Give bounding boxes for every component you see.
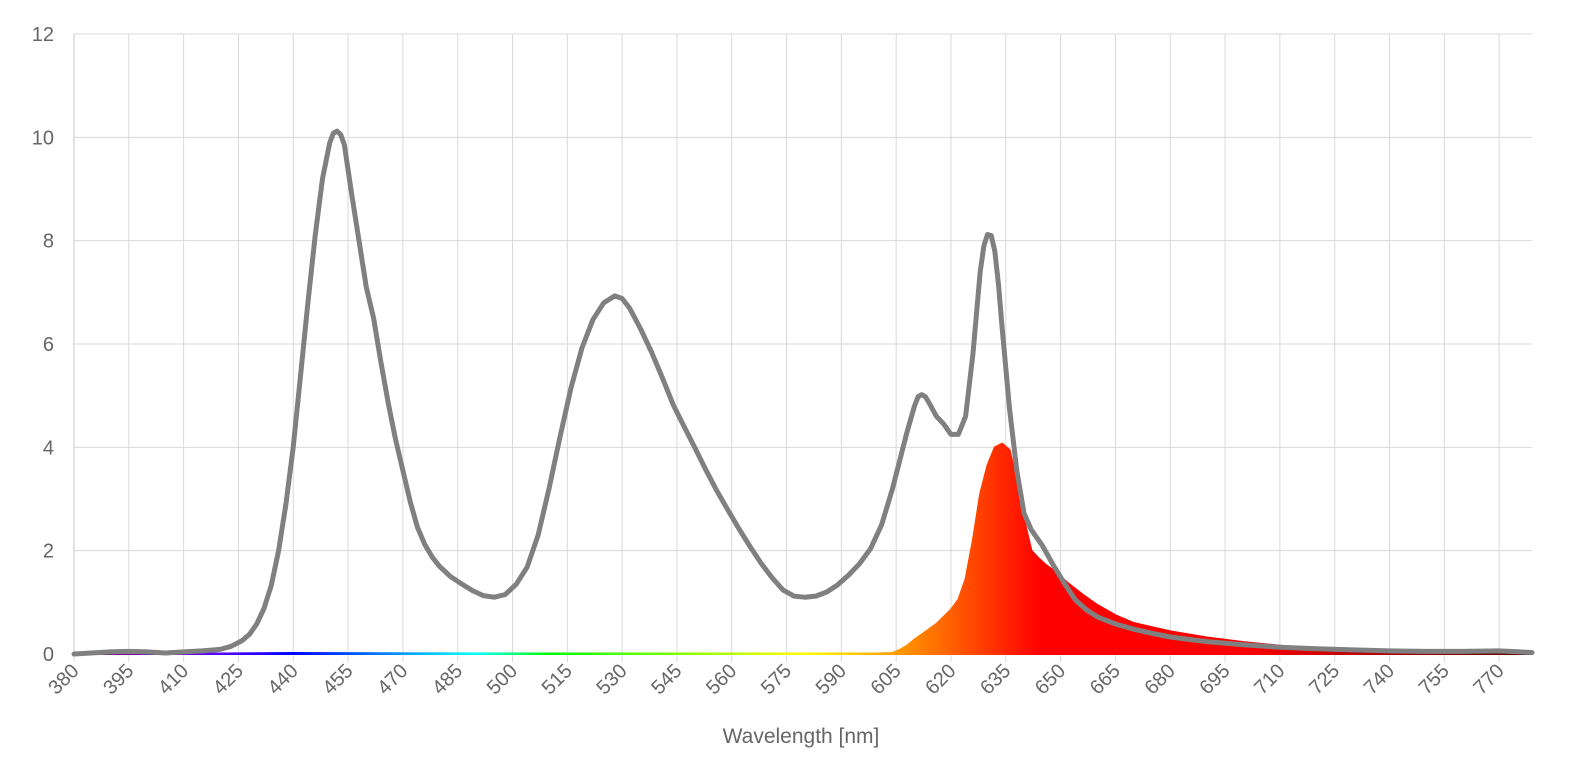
spectral-area (73, 442, 1533, 655)
x-tick-label: 425 (209, 660, 248, 699)
y-tick-label: 2 (43, 541, 54, 563)
y-tick-label: 12 (32, 24, 54, 46)
x-tick-label: 545 (647, 660, 686, 699)
x-tick-label: 710 (1250, 660, 1289, 699)
grid (73, 33, 1532, 662)
y-tick-label: 4 (43, 437, 54, 459)
x-axis-ticks: 380 395 410 425 440 455 470 485 500 515 530 545 560 5… (44, 660, 1508, 699)
x-tick-label: 770 (1469, 660, 1508, 699)
spectral-fill-area (73, 442, 1533, 655)
spectrum-line (71, 128, 1535, 657)
x-tick-label: 635 (976, 660, 1015, 699)
x-tick-label: 755 (1415, 660, 1454, 699)
x-tick-label: 395 (99, 660, 138, 699)
x-tick-label: 680 (1141, 660, 1180, 699)
x-tick-label: 695 (1195, 660, 1234, 699)
y-axis-ticks: 0 2 4 6 8 10 12 (32, 24, 54, 666)
x-tick-label: 650 (1031, 660, 1070, 699)
spectrum-line-path (71, 128, 1535, 657)
x-tick-label: 740 (1360, 660, 1399, 699)
x-tick-label: 725 (1305, 660, 1344, 699)
x-tick-label: 470 (373, 660, 412, 699)
y-tick-label: 6 (43, 334, 54, 356)
x-tick-label: 620 (921, 660, 960, 699)
x-tick-label: 485 (428, 660, 467, 699)
x-tick-label: 410 (154, 660, 193, 699)
x-axis-title: Wavelength [nm] (723, 725, 880, 748)
x-tick-label: 455 (318, 660, 357, 699)
x-tick-label: 665 (1086, 660, 1125, 699)
x-tick-label: 500 (483, 660, 522, 699)
y-tick-label: 8 (43, 231, 54, 253)
y-tick-label: 10 (32, 127, 54, 149)
x-tick-label: 590 (812, 660, 851, 699)
y-tick-label: 0 (43, 644, 54, 666)
x-tick-label: 440 (264, 660, 303, 699)
x-tick-label: 560 (702, 660, 741, 699)
x-tick-label: 575 (757, 660, 796, 699)
x-tick-label: 530 (592, 660, 631, 699)
x-tick-label: 515 (538, 660, 577, 699)
x-tick-label: 605 (867, 660, 906, 699)
